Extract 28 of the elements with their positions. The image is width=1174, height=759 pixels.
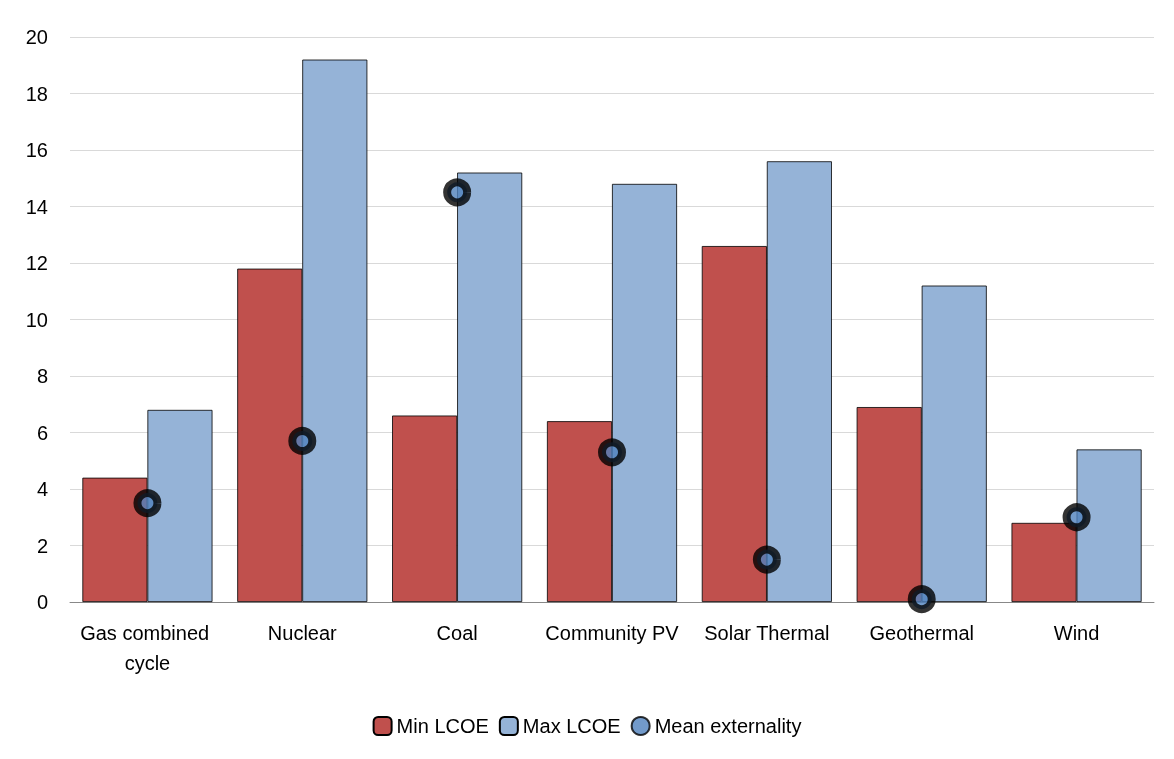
y-tick-label: 20 — [25, 26, 48, 48]
y-tick-label: 14 — [25, 195, 48, 218]
y-tick-label: 6 — [36, 421, 48, 444]
x-tick-label: Wind — [1053, 622, 1100, 644]
legend-label: Mean externality — [654, 715, 802, 737]
y-tick-label: 12 — [25, 252, 48, 274]
y-tick-label: 16 — [25, 139, 48, 161]
point — [598, 438, 626, 467]
y-tick-label: 8 — [36, 365, 48, 387]
point — [133, 489, 162, 518]
y-tick-label: 2 — [36, 534, 48, 557]
x-tick-label: Nuclear — [267, 622, 338, 644]
x-tick-label: Community PV — [545, 622, 680, 644]
legend-label: Min LCOE — [396, 715, 489, 737]
point — [1062, 503, 1091, 532]
point — [907, 585, 936, 614]
point — [752, 545, 781, 574]
y-tick-label: 10 — [25, 308, 48, 331]
x-tick-label: Coal — [436, 622, 478, 644]
legend-label: Max LCOE — [522, 715, 621, 737]
y-tick-label: 0 — [36, 591, 48, 613]
x-tick-label: Gas combined cycle — [80, 622, 215, 674]
y-tick-label: 4 — [36, 478, 48, 500]
y-tick-label: 18 — [25, 82, 48, 105]
point — [288, 426, 317, 455]
point — [443, 178, 472, 207]
x-tick-label: Geothermal — [869, 622, 974, 644]
x-tick-label: Solar Thermal — [704, 622, 830, 644]
